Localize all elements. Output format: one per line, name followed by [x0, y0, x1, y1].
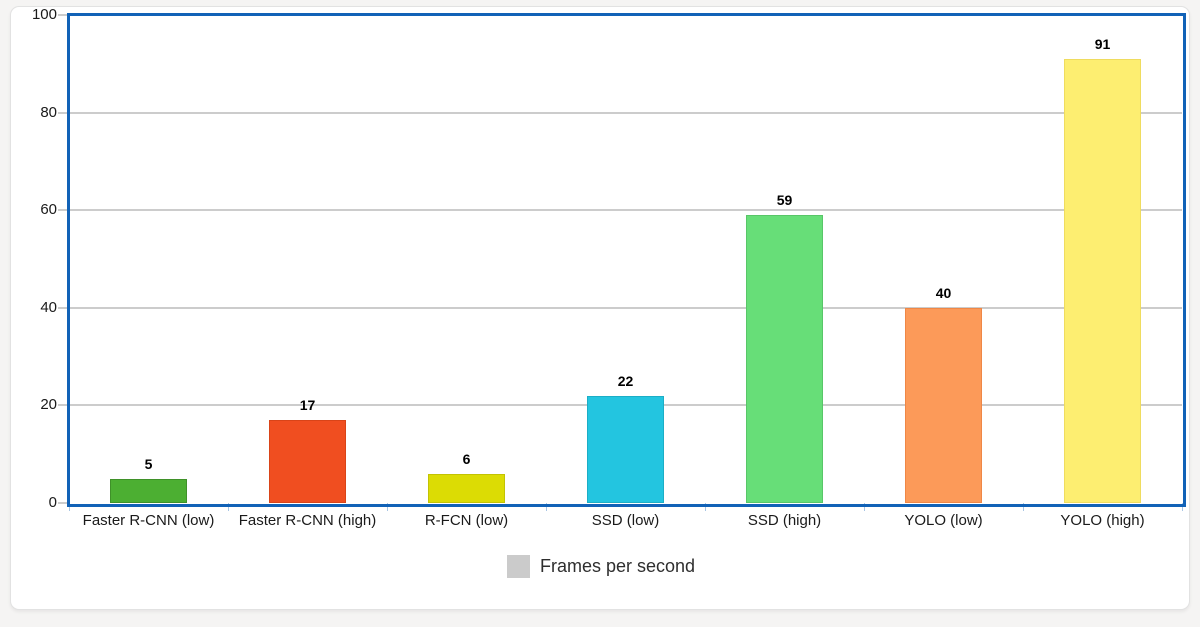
x-tick-mark — [546, 503, 547, 511]
x-axis-label: R-FCN (low) — [424, 512, 509, 529]
x-axis-label: Faster R-CNN (low) — [82, 512, 215, 529]
x-axis-label: SSD (low) — [591, 512, 660, 529]
y-axis-tick-label: 60 — [40, 201, 57, 219]
bar-value-label: 59 — [776, 192, 793, 209]
chart-card: 5 17 6 22 59 40 91 0 20 40 60 80 100 Faster R-CNN (… — [10, 6, 1190, 610]
x-tick-mark — [1182, 503, 1183, 511]
bar-r-fcn-low[interactable] — [428, 473, 505, 503]
y-tick-mark — [58, 502, 69, 504]
legend: Frames per second — [11, 555, 1191, 578]
gridline-80 — [69, 111, 1182, 114]
bar-yolo-high[interactable] — [1064, 58, 1141, 503]
bar-ssd-high[interactable] — [746, 215, 823, 503]
bar-value-label: 17 — [299, 397, 316, 414]
legend-item-frames-per-second[interactable]: Frames per second — [506, 555, 696, 578]
bar-value-label: 6 — [462, 450, 471, 467]
bar-value-label: 40 — [935, 284, 952, 301]
y-axis-tick-label: 20 — [40, 396, 57, 414]
x-axis-label: Faster R-CNN (high) — [238, 512, 377, 529]
x-axis-label: YOLO (low) — [904, 512, 983, 529]
plot-area: 5 17 6 22 59 40 91 — [67, 13, 1186, 507]
y-tick-mark — [58, 209, 69, 212]
bar-ssd-low[interactable] — [587, 395, 664, 503]
x-tick-mark — [69, 503, 70, 511]
bar-value-label: 22 — [617, 372, 634, 389]
bar-yolo-low[interactable] — [905, 307, 982, 503]
gridline-60 — [69, 209, 1182, 212]
y-axis-tick-label: 80 — [40, 103, 57, 121]
y-tick-mark — [58, 306, 69, 309]
x-axis-label: SSD (high) — [747, 512, 822, 529]
y-axis-tick-label: 0 — [48, 494, 57, 511]
legend-swatch-icon — [506, 555, 530, 578]
gridline-40 — [69, 306, 1182, 309]
x-tick-mark — [387, 503, 388, 511]
y-axis-tick-label: 100 — [31, 6, 57, 23]
y-axis-tick-label: 40 — [40, 298, 57, 316]
legend-label: Frames per second — [539, 556, 696, 576]
x-axis-label: YOLO (high) — [1060, 512, 1145, 529]
x-tick-mark — [705, 503, 706, 511]
bar-value-label: 5 — [144, 455, 153, 472]
x-tick-mark — [1023, 503, 1024, 511]
bar-faster-r-cnn-high[interactable] — [269, 420, 346, 503]
x-tick-mark — [864, 503, 865, 511]
bar-faster-r-cnn-low[interactable] — [110, 478, 187, 503]
y-tick-mark — [58, 404, 69, 407]
bar-value-label: 91 — [1094, 35, 1111, 52]
y-tick-mark — [58, 111, 69, 114]
y-tick-mark — [58, 14, 69, 16]
x-tick-mark — [228, 503, 229, 511]
